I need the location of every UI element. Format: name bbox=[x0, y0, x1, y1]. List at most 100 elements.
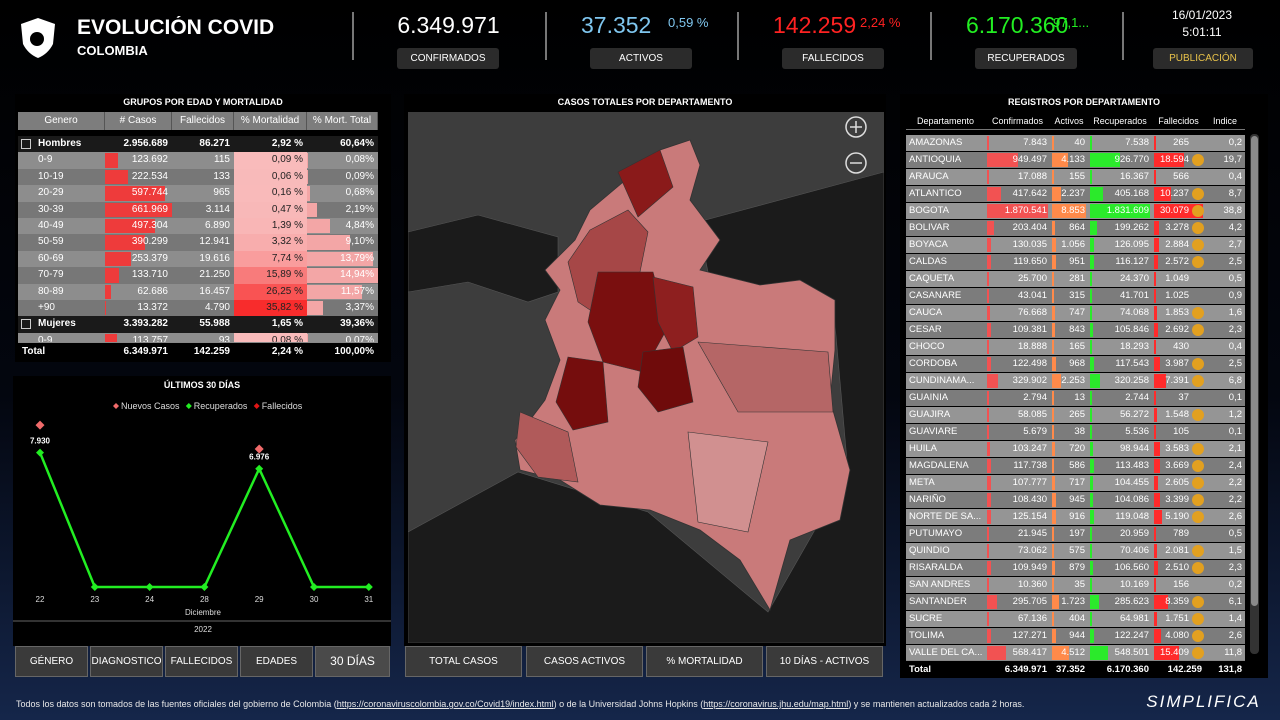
table-cell: 0,07% bbox=[345, 334, 374, 342]
table-cell: 0-9 bbox=[38, 334, 53, 342]
footer-link[interactable]: https://coronavirus.jhu.edu/map.html bbox=[703, 699, 849, 709]
zoom-out[interactable] bbox=[845, 152, 867, 174]
kpi-label[interactable]: ACTIVOS bbox=[590, 48, 692, 69]
kpi-label[interactable]: FALLECIDOS bbox=[782, 48, 884, 69]
data-bar bbox=[987, 187, 1001, 201]
data-bar bbox=[307, 235, 351, 250]
table-row: HUILA 103.247 720 98.944 3.583 2,1 bbox=[906, 441, 1245, 457]
table-cell: CALDAS bbox=[909, 256, 948, 267]
panel-title: REGISTROS POR DEPARTAMENTO bbox=[1007, 97, 1160, 107]
data-bar bbox=[1090, 289, 1092, 303]
map-button[interactable]: % MORTALIDAD bbox=[646, 646, 763, 677]
table-cell: 1.831.609 bbox=[1106, 205, 1149, 216]
table-cell: 1,5 bbox=[1228, 545, 1242, 556]
table-row: BOYACA 130.035 1.056 126.095 2.884 2,7 bbox=[906, 237, 1245, 253]
column-header: Departamento bbox=[906, 112, 985, 130]
table-cell: 0-9 bbox=[38, 154, 53, 166]
table-row: BOLIVAR 203.404 864 199.262 3.278 4,2 bbox=[906, 220, 1245, 236]
table-cell: Mujeres bbox=[38, 318, 76, 330]
column-header: % Mortalidad bbox=[234, 112, 307, 130]
table-cell: 8.359 bbox=[1165, 596, 1189, 607]
table-row: 50-59 390.299 12.941 3,32 % 9,10% bbox=[18, 234, 378, 251]
data-bar bbox=[1090, 340, 1092, 354]
data-bar bbox=[1090, 595, 1100, 609]
data-bar bbox=[1154, 221, 1160, 235]
map-button[interactable]: 10 DÍAS - ACTIVOS bbox=[766, 646, 883, 677]
table-row: ATLANTICO 417.642 2.237 405.168 10.237 8,7 bbox=[906, 186, 1245, 202]
table-cell: 117.738 bbox=[1013, 460, 1047, 471]
table-cell: CAUCA bbox=[909, 307, 943, 318]
table-cell: 575 bbox=[1069, 545, 1085, 556]
zoom-out-circle[interactable] bbox=[845, 152, 867, 174]
table-cell: 7.843 bbox=[1023, 137, 1047, 148]
table-cell: 2.572 bbox=[1165, 256, 1189, 267]
table-cell: 3.393.282 bbox=[123, 318, 169, 330]
data-bar bbox=[1090, 170, 1092, 184]
footer-link[interactable]: https://coronaviruscolombia.gov.co/Covid… bbox=[336, 699, 554, 709]
data-bar bbox=[1052, 391, 1054, 405]
table-cell: 0,06 % bbox=[271, 170, 303, 182]
table-cell: GUAJIRA bbox=[909, 409, 951, 420]
x-tick-label: 29 bbox=[255, 595, 264, 604]
x-tick-label: 23 bbox=[90, 595, 99, 604]
table-cell: SUCRE bbox=[909, 613, 943, 624]
data-bar bbox=[1052, 578, 1054, 592]
table-cell: 2,5 bbox=[1228, 358, 1242, 369]
nav-button[interactable]: 30 DÍAS bbox=[315, 646, 390, 677]
table-cell: 5.536 bbox=[1125, 426, 1149, 437]
table-cell: 747 bbox=[1069, 307, 1085, 318]
legend-label: Fallecidos bbox=[262, 401, 303, 411]
table-cell: 390.299 bbox=[131, 236, 168, 248]
table-row: 0-9 123.692 115 0,09 % 0,08% bbox=[18, 152, 378, 169]
table-row: AMAZONAS 7.843 40 7.538 265 0,2 bbox=[906, 135, 1245, 151]
nav-button[interactable]: FALLECIDOS bbox=[165, 646, 238, 677]
zoom-in[interactable] bbox=[845, 116, 867, 138]
scrollbar-thumb[interactable] bbox=[1251, 136, 1258, 606]
table-cell: 4.080 bbox=[1165, 630, 1189, 641]
zoom-in-icon[interactable] bbox=[850, 121, 862, 133]
data-bar bbox=[105, 251, 131, 267]
table-cell: 405.168 bbox=[1114, 188, 1149, 199]
warning-icon bbox=[1192, 596, 1204, 608]
zoom-in-circle[interactable] bbox=[845, 116, 867, 138]
data-bar bbox=[1154, 357, 1161, 371]
table-cell: PUTUMAYO bbox=[909, 528, 963, 539]
data-bar bbox=[1052, 629, 1056, 643]
map-button[interactable]: CASOS ACTIVOS bbox=[526, 646, 643, 677]
data-bar bbox=[1154, 289, 1156, 303]
map-region bbox=[687, 431, 769, 533]
table-cell: 165 bbox=[1069, 341, 1085, 352]
collapse-icon[interactable] bbox=[21, 319, 31, 330]
table-row: META 107.777 717 104.455 2.605 2,2 bbox=[906, 475, 1245, 491]
divider bbox=[545, 12, 547, 60]
table-cell: 18.594 bbox=[1159, 154, 1189, 165]
group-row: Hombres 2.956.689 86.271 2,92 % 60,64% bbox=[18, 136, 378, 153]
table-cell: 965 bbox=[213, 187, 230, 199]
map-button[interactable]: TOTAL CASOS bbox=[405, 646, 522, 677]
table-cell: 108.430 bbox=[1012, 494, 1047, 505]
publication-button[interactable]: PUBLICACIÓN bbox=[1153, 48, 1253, 69]
data-bar bbox=[1154, 629, 1161, 643]
kpi-percent: 2,24 % bbox=[860, 15, 901, 30]
table-cell: 8.853 bbox=[1061, 205, 1085, 216]
collapse-icon[interactable] bbox=[21, 139, 31, 149]
data-bar bbox=[1052, 510, 1056, 524]
warning-icon bbox=[1192, 205, 1204, 217]
nav-button[interactable]: EDADES bbox=[240, 646, 313, 677]
table-cell: 40 bbox=[1074, 137, 1085, 148]
data-point bbox=[200, 583, 209, 591]
kpi-label[interactable]: CONFIRMADOS bbox=[397, 48, 499, 69]
subtitle: COLOMBIA bbox=[77, 43, 148, 58]
table-cell: BOLIVAR bbox=[909, 222, 950, 233]
table-row: GUAJIRA 58.085 265 56.272 1.548 1,2 bbox=[906, 407, 1245, 423]
nav-button[interactable]: DIAGNOSTICO bbox=[90, 646, 163, 677]
table-cell: 2.081 bbox=[1165, 545, 1189, 556]
kpi-label[interactable]: RECUPERADOS bbox=[975, 48, 1077, 69]
total-cell: 2,24 % bbox=[271, 346, 303, 357]
nav-button[interactable]: GÉNERO bbox=[15, 646, 88, 677]
heat-cell bbox=[234, 152, 307, 169]
data-bar bbox=[1052, 561, 1056, 575]
table-cell: 11,57% bbox=[340, 285, 374, 297]
table-cell: 119.048 bbox=[1115, 511, 1149, 522]
table-cell: 2,3 bbox=[1228, 562, 1242, 573]
